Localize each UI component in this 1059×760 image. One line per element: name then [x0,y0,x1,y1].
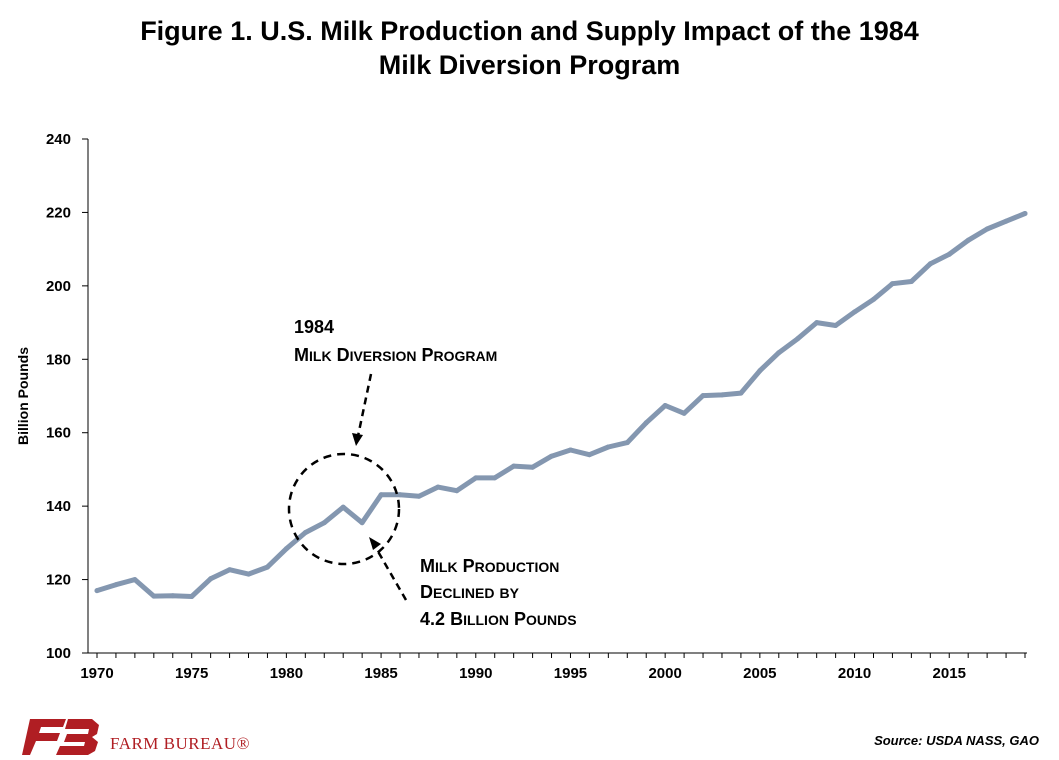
x-tick-label: 2015 [933,665,966,682]
data-point [662,403,668,408]
y-tick-label: 240 [46,131,71,148]
data-point [776,350,782,356]
data-point [605,444,611,450]
chart-title-line-2: Milk Diversion Program [378,50,681,80]
y-tick-label: 120 [46,572,71,589]
data-point [492,475,498,481]
x-tick-label: 2000 [648,665,681,682]
annotation-arrow-program [356,373,373,437]
data-point [378,492,384,498]
data-point [189,594,195,599]
x-tick-label: 2005 [743,665,776,682]
data-point [889,281,895,287]
data-point [208,576,214,582]
chart-title-line-1: Figure 1. U.S. Milk Production and Suppl… [140,16,919,46]
annotation-program-label: MILK DIVERSION PROGRAM [294,345,497,365]
data-point [340,504,346,510]
data-point [814,320,820,326]
data-point [946,251,952,257]
data-point [511,463,517,469]
data-point [568,447,573,453]
x-tick-label: 1975 [175,665,208,682]
data-point [757,368,763,374]
x-tick-label: 1980 [270,665,303,682]
annotation-circle [287,452,401,566]
data-point [852,309,858,315]
data-point [871,296,876,302]
chart-title: Figure 1. U.S. Milk Production and Suppl… [0,14,1059,82]
farm-bureau-logo: FARM BUREAU® [22,716,250,758]
data-point [1022,211,1028,216]
annotation-decline-line-1: MILK PRODUCTION [420,556,559,576]
data-point [132,577,138,583]
y-tick-label: 200 [46,278,71,295]
data-point [700,393,706,399]
data-point [246,571,251,577]
data-point [227,567,233,573]
data-point [302,530,308,536]
data-point [435,484,441,490]
x-tick-label: 1995 [554,665,587,682]
x-tick-label: 2010 [838,665,871,682]
data-point [454,488,460,494]
data-point [965,237,971,243]
source-note: Source: USDA NASS, GAO [874,733,1039,748]
data-point [908,279,914,284]
data-point [643,420,649,426]
axes [87,139,1027,654]
y-tick-label: 220 [46,204,71,221]
data-point [681,410,687,416]
y-tick-label: 160 [46,425,71,442]
y-axis-ticks: 100 120 140 160 180 200 220 240 [46,131,88,662]
data-point [530,464,536,470]
data-point [586,452,592,458]
y-tick-label: 100 [46,645,71,662]
annotation-arrow-decline [374,547,408,601]
data-point [624,440,630,446]
data-point [94,588,100,594]
series-group [94,211,1028,599]
x-tick-label: 1985 [364,665,397,682]
annotation-decline-line-3: 4.2 BILLION POUNDS [420,609,577,629]
data-point [1003,218,1009,224]
x-tick-label: 1990 [459,665,492,682]
data-point [170,593,176,599]
y-axis-label: Billion Pounds [15,347,31,445]
farm-bureau-logo-text: FARM BUREAU® [110,734,250,753]
y-tick-label: 180 [46,351,71,368]
data-point [151,593,157,599]
data-point [795,336,801,342]
y-tick-label: 140 [46,498,71,515]
data-point [416,493,422,499]
data-point [397,492,403,498]
annotation-arrowhead-program [352,433,363,446]
data-point [719,392,725,398]
annotations: 1984 MILK DIVERSION PROGRAM MILK PRODUCT… [287,317,577,629]
data-point [264,564,270,570]
farm-bureau-emblem-icon [22,719,99,755]
data-point [738,390,744,396]
data-point [113,582,119,588]
data-point [283,546,289,552]
annotation-program-year: 1984 [294,317,334,337]
annotation-arrowhead-decline [369,537,381,550]
series-line [94,211,1028,599]
x-axis-ticks: 1970 1975 1980 1985 1990 1995 2000 2005 2010 2015 [80,653,1026,682]
data-point [833,323,839,328]
data-point [473,475,479,481]
annotation-decline-line-2: DECLINED BY [420,582,520,602]
data-point [549,453,554,459]
data-point [359,520,365,526]
data-point [984,226,990,232]
data-point [321,520,327,526]
data-point [927,261,933,267]
x-tick-label: 1970 [80,665,113,682]
